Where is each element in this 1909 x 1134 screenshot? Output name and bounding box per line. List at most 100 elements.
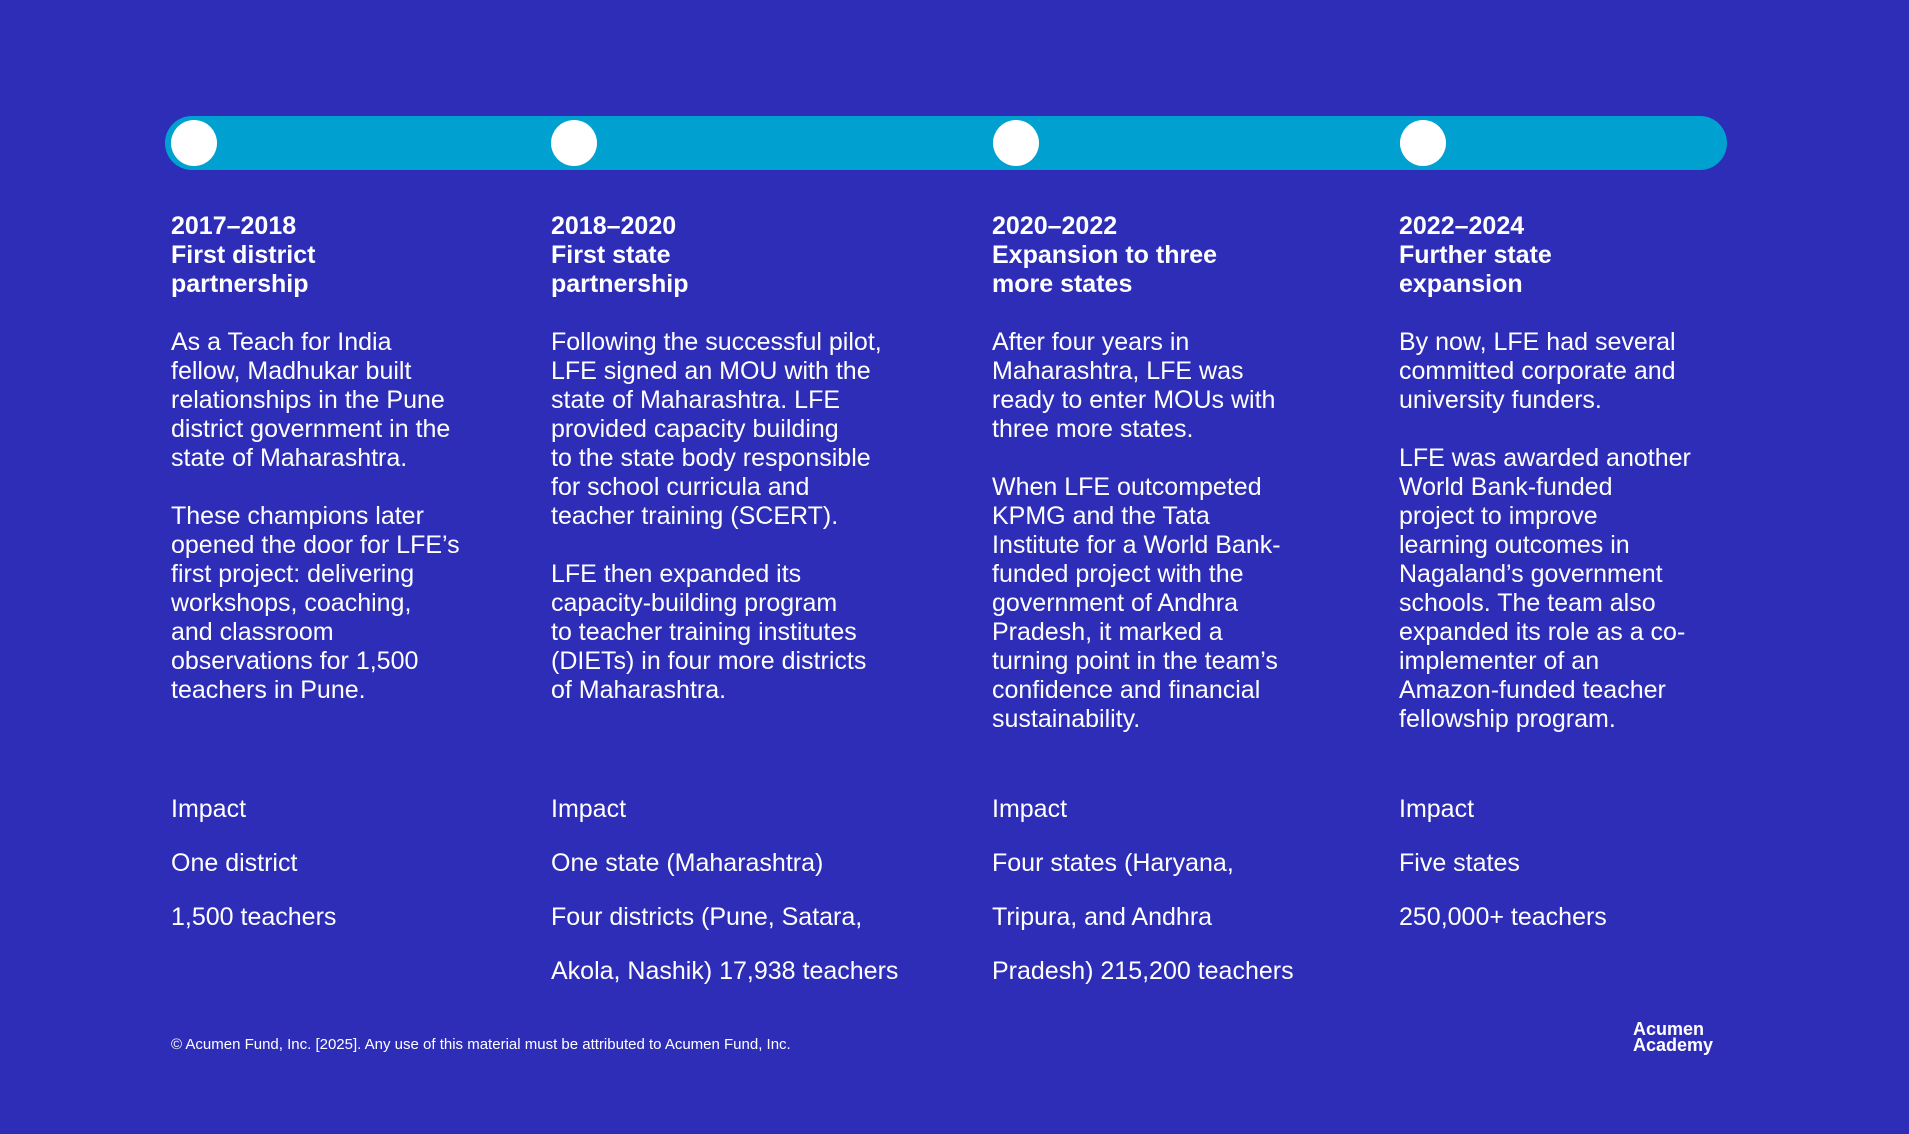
text-line: confidence and financial: [992, 676, 1261, 704]
stage-heading-line: First state: [551, 241, 671, 269]
stage-heading-line: Further state: [1399, 241, 1552, 269]
stage-heading-line: partnership: [171, 270, 309, 298]
stage-years: 2020–2022: [992, 212, 1118, 240]
impact-line: Tripura, and Andhra: [992, 903, 1213, 931]
timeline-bar: [165, 116, 1727, 170]
text-line: relationships in the Pune: [171, 386, 445, 414]
impact-line: One district: [171, 849, 298, 877]
impact-block-2: Impact One state (Maharashtra) Four dist…: [551, 770, 951, 1011]
logo-line: Academy: [1633, 1035, 1714, 1055]
impact-block-4: Impact Five states 250,000+ teachers: [1399, 770, 1759, 957]
text-line: district government in the: [171, 415, 451, 443]
text-line: of Maharashtra.: [551, 676, 727, 704]
stage-paragraph: These champions later opened the door fo…: [171, 502, 511, 705]
stage-paragraph: LFE then expanded its capacity-building …: [551, 560, 951, 705]
text-line: KPMG and the Tata: [992, 502, 1210, 530]
text-line: Amazon-funded teacher: [1399, 676, 1666, 704]
text-line: turning point in the team’s: [992, 647, 1278, 675]
stage-paragraph: Following the successful pilot, LFE sign…: [551, 328, 951, 531]
stage-column-4: 2022–2024 Further state expansion By now…: [1399, 212, 1759, 734]
text-line: capacity-building program: [551, 589, 838, 617]
text-line: LFE was awarded another: [1399, 444, 1691, 472]
timeline-dot-3: [993, 120, 1039, 166]
text-line: fellow, Madhukar built: [171, 357, 412, 385]
text-line: fellowship program.: [1399, 705, 1616, 733]
text-line: LFE then expanded its: [551, 560, 802, 588]
text-line: expanded its role as a co-: [1399, 618, 1686, 646]
text-line: three more states.: [992, 415, 1194, 443]
stage-column-2: 2018–2020 First state partnership Follow…: [551, 212, 951, 705]
text-line: sustainability.: [992, 705, 1141, 733]
impact-line: Four districts (Pune, Satara,: [551, 903, 863, 931]
stage-heading-line: First district: [171, 241, 316, 269]
text-line: ready to enter MOUs with: [992, 386, 1276, 414]
text-line: state of Maharashtra. LFE: [551, 386, 841, 414]
stage-years: 2017–2018: [171, 212, 297, 240]
text-line: Institute for a World Bank-: [992, 531, 1281, 559]
logo-line: Acumen: [1633, 1019, 1705, 1039]
text-line: implementer of an: [1399, 647, 1600, 675]
text-line: project to improve: [1399, 502, 1598, 530]
text-line: university funders.: [1399, 386, 1602, 414]
impact-line: 250,000+ teachers: [1399, 903, 1607, 931]
text-line: Maharashtra, LFE was: [992, 357, 1244, 385]
text-line: first project: delivering: [171, 560, 415, 588]
stage-paragraph: LFE was awarded another World Bank-funde…: [1399, 444, 1759, 734]
text-line: World Bank-funded: [1399, 473, 1613, 501]
text-line: observations for 1,500: [171, 647, 419, 675]
stage-column-3: 2020–2022 Expansion to three more states…: [992, 212, 1352, 734]
text-line: teacher training (SCERT).: [551, 502, 839, 530]
text-line: learning outcomes in: [1399, 531, 1630, 559]
stage-years: 2018–2020: [551, 212, 677, 240]
text-line: funded project with the: [992, 560, 1244, 588]
text-line: Pradesh, it marked a: [992, 618, 1223, 646]
stage-heading-line: more states: [992, 270, 1133, 298]
stage-years: 2022–2024: [1399, 212, 1525, 240]
text-line: provided capacity building: [551, 415, 839, 443]
impact-title: Impact: [992, 795, 1068, 823]
text-line: state of Maharashtra.: [171, 444, 408, 472]
impact-line: 1,500 teachers: [171, 903, 337, 931]
impact-line: Pradesh) 215,200 teachers: [992, 957, 1294, 985]
text-line: These champions later: [171, 502, 424, 530]
text-line: Nagaland’s government: [1399, 560, 1663, 588]
stage-heading-line: partnership: [551, 270, 689, 298]
impact-block-3: Impact Four states (Haryana, Tripura, an…: [992, 770, 1352, 1011]
impact-title: Impact: [171, 795, 247, 823]
text-line: government of Andhra: [992, 589, 1238, 617]
text-line: schools. The team also: [1399, 589, 1656, 617]
impact-line: Four states (Haryana,: [992, 849, 1234, 877]
acumen-academy-logo: Acumen Academy: [1633, 1019, 1714, 1055]
text-line: committed corporate and: [1399, 357, 1676, 385]
text-line: and classroom: [171, 618, 334, 646]
text-line: Following the successful pilot,: [551, 328, 882, 356]
impact-line: One state (Maharashtra): [551, 849, 824, 877]
text-line: opened the door for LFE’s: [171, 531, 460, 559]
text-line: teachers in Pune.: [171, 676, 366, 704]
text-line: to teacher training institutes: [551, 618, 857, 646]
stage-paragraph: After four years in Maharashtra, LFE was…: [992, 328, 1352, 444]
text-line: to the state body responsible: [551, 444, 871, 472]
text-line: When LFE outcompeted: [992, 473, 1262, 501]
text-line: (DIETs) in four more districts: [551, 647, 867, 675]
stage-paragraph: By now, LFE had several committed corpor…: [1399, 328, 1759, 415]
impact-title: Impact: [551, 795, 627, 823]
text-line: After four years in: [992, 328, 1190, 356]
impact-title: Impact: [1399, 795, 1475, 823]
timeline-dot-2: [551, 120, 597, 166]
timeline-dot-4: [1400, 120, 1446, 166]
stage-heading-line: Expansion to three: [992, 241, 1218, 269]
timeline-dot-1: [171, 120, 217, 166]
stage-heading-line: expansion: [1399, 270, 1523, 298]
impact-line: Akola, Nashik) 17,938 teachers: [551, 957, 899, 985]
text-line: for school curricula and: [551, 473, 810, 501]
stage-column-1: 2017–2018 First district partnership As …: [171, 212, 511, 705]
text-line: By now, LFE had several: [1399, 328, 1676, 356]
text-line: workshops, coaching,: [171, 589, 412, 617]
text-line: LFE signed an MOU with the: [551, 357, 871, 385]
stage-paragraph: As a Teach for India fellow, Madhukar bu…: [171, 328, 511, 473]
text-line: As a Teach for India: [171, 328, 392, 356]
stage-paragraph: When LFE outcompeted KPMG and the Tata I…: [992, 473, 1352, 734]
impact-line: Five states: [1399, 849, 1520, 877]
impact-block-1: Impact One district 1,500 teachers: [171, 770, 511, 957]
